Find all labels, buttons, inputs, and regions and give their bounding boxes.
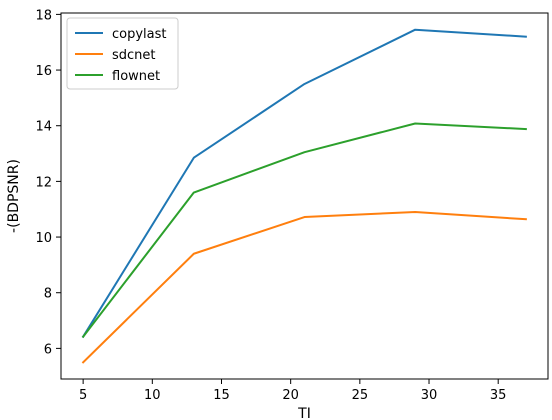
plot-frame: [60, 12, 549, 380]
y-tick-label: 16: [35, 64, 52, 79]
legend-label-sdcnet: sdcnet: [112, 48, 156, 63]
x-tick-label: 5: [79, 388, 87, 403]
x-tick-label: 15: [213, 388, 230, 403]
legend-label-flownet: flownet: [112, 69, 160, 84]
legend-label-copylast: copylast: [112, 27, 167, 42]
y-tick-label: 6: [44, 342, 52, 357]
x-tick-label: 35: [490, 388, 507, 403]
y-tick-label: 14: [35, 120, 52, 135]
legend: copylast sdcnet flownet: [66, 17, 179, 90]
y-tick-label: 8: [44, 287, 52, 302]
series-line-copylast: [81, 28, 527, 339]
series-line-flownet: [81, 122, 527, 339]
y-axis-label: -(BDPSNR): [6, 159, 22, 233]
x-tick-label: 30: [421, 388, 438, 403]
x-tick-label: 10: [144, 388, 161, 403]
y-tick-label: 10: [35, 231, 52, 246]
legend-box: [66, 17, 179, 90]
y-tick-label: 18: [35, 8, 52, 23]
x-tick-label: 20: [282, 388, 299, 403]
y-tick-label: 12: [35, 175, 52, 190]
x-tick-label: 25: [352, 388, 369, 403]
x-axis-label: TI: [297, 406, 311, 420]
axes: 5 10 15 20 25 30 35 6 8 10 12 14 16 18: [35, 8, 549, 403]
series-line-sdcnet: [81, 211, 527, 364]
series-lines: [81, 28, 527, 364]
